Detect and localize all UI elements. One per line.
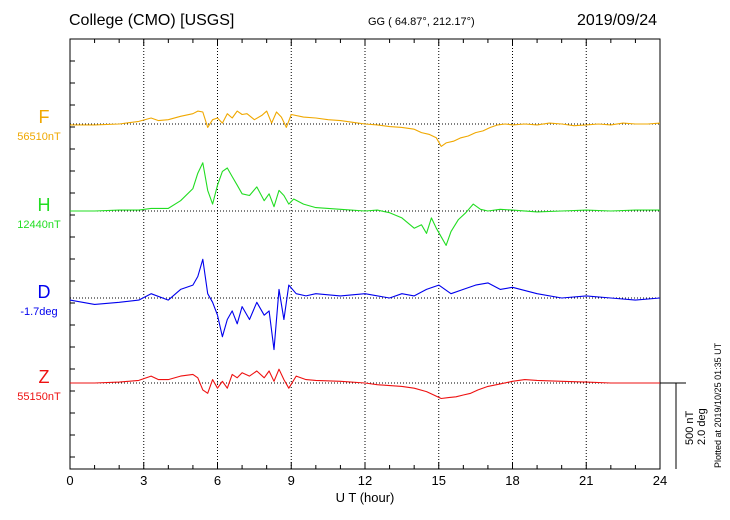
- station-title: College (CMO) [USGS]: [69, 12, 235, 29]
- axis-ticks: [69, 39, 661, 469]
- series-label-f: F: [38, 107, 50, 127]
- vertical-gridlines: [143, 39, 587, 469]
- series-baseline-d: -1.7deg: [20, 306, 58, 318]
- scale-nt-label: 500 nT: [684, 410, 696, 445]
- x-axis-label: U T (hour): [336, 490, 395, 505]
- chart-date: 2019/09/24: [577, 12, 658, 29]
- x-tick-label-3: 3: [140, 473, 147, 488]
- scale-deg-label: 2.0 deg: [696, 408, 708, 445]
- x-tick-label-24: 24: [653, 473, 667, 488]
- x-tick-label-6: 6: [214, 473, 221, 488]
- series-line-f: [70, 110, 661, 147]
- x-tick-label-0: 0: [66, 473, 73, 488]
- series-line-h: [70, 162, 660, 246]
- plotted-timestamp: Plotted at 2019/10/25 01:35 UT: [713, 342, 723, 468]
- series-baseline-f: 56510nT: [17, 131, 61, 143]
- series-baseline-z: 55150nT: [17, 391, 61, 403]
- x-tick-label-9: 9: [288, 473, 295, 488]
- x-tick-label-15: 15: [432, 473, 446, 488]
- series-line-d: [69, 258, 661, 351]
- x-tick-label-12: 12: [358, 473, 372, 488]
- x-tick-labels: 0 3 6 9 12 15 18 21 24: [66, 473, 667, 488]
- series-baseline-h: 12440nT: [17, 219, 61, 231]
- station-coordinates: GG ( 64.87°, 212.17°): [368, 16, 475, 28]
- series-label-z: Z: [38, 367, 50, 387]
- x-tick-label-21: 21: [579, 473, 593, 488]
- traces: [69, 110, 661, 400]
- series-label-h: H: [37, 195, 51, 215]
- plot-frame: [69, 38, 661, 470]
- series-label-d: D: [37, 282, 51, 302]
- series-line-z: [70, 368, 660, 400]
- x-tick-label-18: 18: [505, 473, 519, 488]
